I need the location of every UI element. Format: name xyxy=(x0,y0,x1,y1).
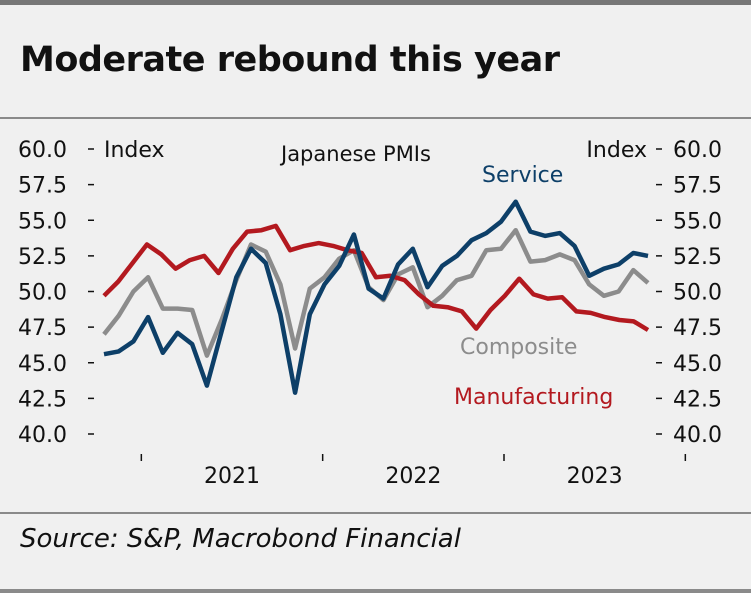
y-tick-label-right: 47.5 xyxy=(673,316,722,341)
y-tick-label-left: 57.5 xyxy=(18,174,67,199)
y-tick-label-left: 55.0 xyxy=(18,209,67,234)
y-tick-label-left: 60.0 xyxy=(18,138,67,163)
x-year-label: 2021 xyxy=(204,464,260,489)
chart-title: Moderate rebound this year xyxy=(20,40,560,80)
right-axis-label: Index xyxy=(586,138,647,163)
chart-labels: Index Index Japanese PMIs Service Compos… xyxy=(104,138,647,410)
y-tick-label-right: 42.5 xyxy=(673,387,722,412)
chart-inner-title: Japanese PMIs xyxy=(279,142,431,166)
y-tick-label-right: 60.0 xyxy=(673,138,722,163)
y-tick-label-left: 50.0 xyxy=(18,281,67,306)
y-tick-label-right: 57.5 xyxy=(673,174,722,199)
bottom-rule xyxy=(0,589,751,593)
x-year-label: 2023 xyxy=(567,464,623,489)
legend-manufacturing: Manufacturing xyxy=(454,385,613,410)
y-tick-label-right: 52.5 xyxy=(673,245,722,270)
y-tick-label-right: 40.0 xyxy=(673,423,722,448)
x-year-label: 2022 xyxy=(385,464,441,489)
axis-ticks: 40.0 40.0 42.5 42.5 45.0 45.0 47.5 47.5 50.0 50.0… xyxy=(18,138,722,489)
legend-service: Service xyxy=(482,163,563,188)
y-tick-label-right: 55.0 xyxy=(673,209,722,234)
y-tick-label-left: 45.0 xyxy=(18,352,67,377)
y-tick-label-left: 52.5 xyxy=(18,245,67,270)
y-tick-label-right: 50.0 xyxy=(673,281,722,306)
source-divider xyxy=(0,512,751,514)
y-tick-label-left: 42.5 xyxy=(18,387,67,412)
y-tick-label-right: 45.0 xyxy=(673,352,722,377)
title-divider xyxy=(0,117,751,119)
y-tick-label-left: 47.5 xyxy=(18,316,67,341)
japanese-pmi-chart: 40.0 40.0 42.5 42.5 45.0 45.0 47.5 47.5 50.0 50.0… xyxy=(18,138,722,489)
series-line-service xyxy=(103,199,649,395)
series-line-manufacturing xyxy=(102,223,650,332)
series-lines xyxy=(102,199,650,395)
top-rule xyxy=(0,0,751,5)
source-note: Source: S&P, Macrobond Financial xyxy=(20,524,461,554)
left-axis-label: Index xyxy=(104,138,165,163)
legend-composite: Composite xyxy=(460,335,577,360)
y-tick-label-left: 40.0 xyxy=(18,423,67,448)
